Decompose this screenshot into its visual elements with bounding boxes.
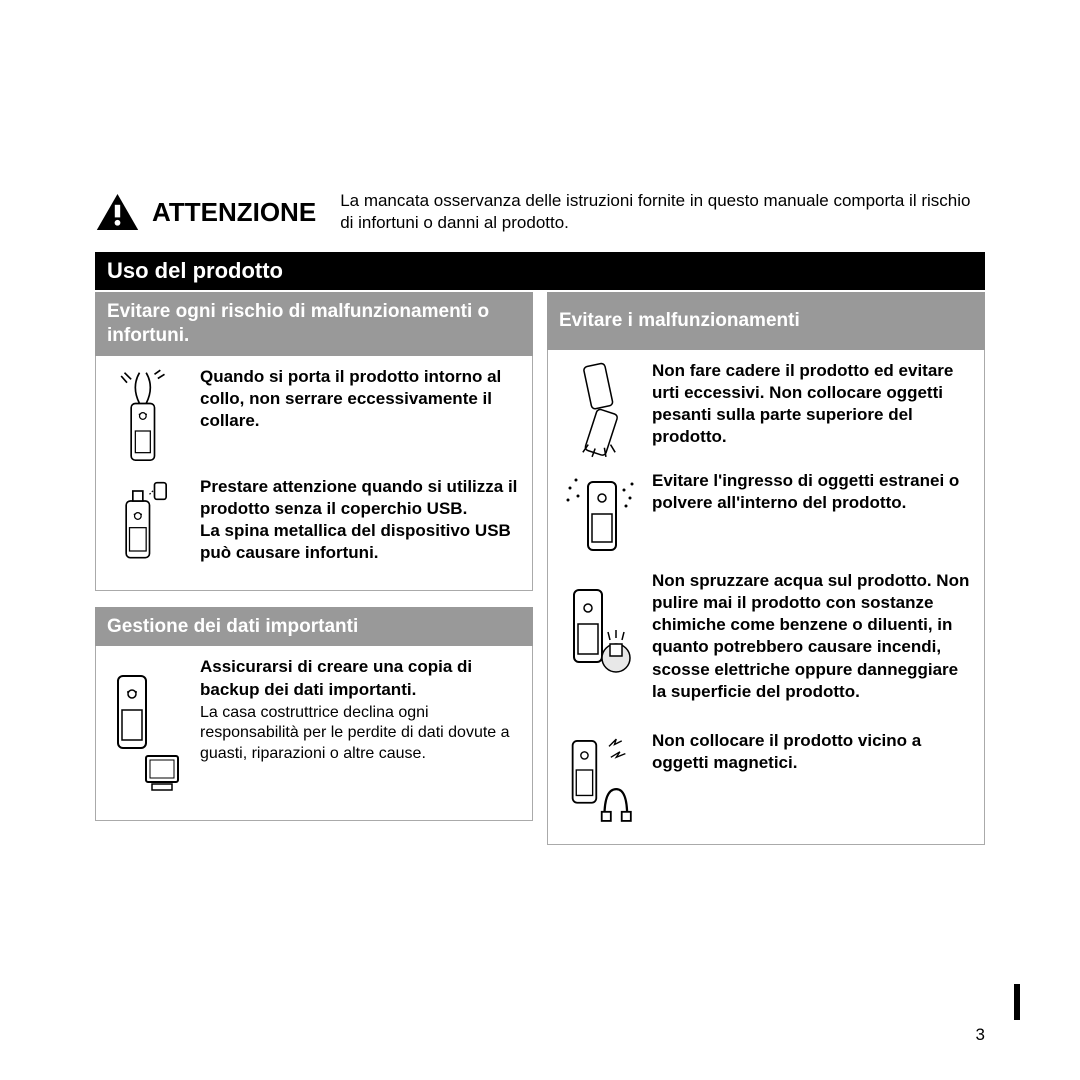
item-text: Assicurarsi di creare una copia di backu… xyxy=(200,656,520,700)
right-column: Evitare i malfunzionamenti Non fare cade… xyxy=(547,292,985,845)
neck-strap-illustration-icon xyxy=(108,366,186,466)
content-columns: Evitare ogni rischio di malfunzionamenti… xyxy=(95,292,985,845)
left-column: Evitare ogni rischio di malfunzionamenti… xyxy=(95,292,533,845)
left-subheader-1: Evitare ogni rischio di malfunzionamenti… xyxy=(95,292,533,356)
item-text: Prestare attenzione quando si utilizza i… xyxy=(200,476,520,564)
chemical-illustration-icon xyxy=(560,570,638,720)
list-item: Non spruzzare acqua sul prodotto. Non pu… xyxy=(560,570,972,720)
item-text: Non spruzzare acqua sul prodotto. Non pu… xyxy=(652,570,972,703)
item-text: Evitare l'ingresso di oggetti estranei o… xyxy=(652,470,972,514)
magnet-illustration-icon xyxy=(560,730,638,830)
left-subheader-2: Gestione dei dati importanti xyxy=(95,607,533,647)
item-subtext: La casa costruttrice declina ogni respon… xyxy=(200,703,520,765)
caution-header: ATTENZIONE La mancata osservanza delle i… xyxy=(95,190,985,234)
list-item: Quando si porta il prodotto intorno al c… xyxy=(108,366,520,466)
item-text: Non collocare il prodotto vicino a ogget… xyxy=(652,730,972,774)
drop-impact-illustration-icon xyxy=(560,360,638,460)
item-text-wrap: Assicurarsi di creare una copia di backu… xyxy=(200,656,520,765)
left-box-1: Quando si porta il prodotto intorno al c… xyxy=(95,356,533,591)
list-item: Prestare attenzione quando si utilizza i… xyxy=(108,476,520,576)
warning-triangle-icon xyxy=(95,192,140,232)
left-box-2: Assicurarsi di creare una copia di backu… xyxy=(95,646,533,821)
section-title: Uso del prodotto xyxy=(95,252,985,290)
usb-cap-illustration-icon xyxy=(108,476,186,576)
item-text: Non fare cadere il prodotto ed evitare u… xyxy=(652,360,972,448)
list-item: Evitare l'ingresso di oggetti estranei o… xyxy=(560,470,972,560)
list-item: Non collocare il prodotto vicino a ogget… xyxy=(560,730,972,830)
list-item: Assicurarsi di creare una copia di backu… xyxy=(108,656,520,806)
item-text: Quando si porta il prodotto intorno al c… xyxy=(200,366,520,432)
dust-illustration-icon xyxy=(560,470,638,560)
backup-illustration-icon xyxy=(108,656,186,806)
caution-label: ATTENZIONE xyxy=(152,197,316,228)
list-item: Non fare cadere il prodotto ed evitare u… xyxy=(560,360,972,460)
right-subheader: Evitare i malfunzionamenti xyxy=(547,292,985,350)
page-edge-mark xyxy=(1014,984,1020,1020)
caution-description: La mancata osservanza delle istruzioni f… xyxy=(340,190,985,234)
page-number: 3 xyxy=(976,1025,985,1045)
right-box: Non fare cadere il prodotto ed evitare u… xyxy=(547,350,985,845)
